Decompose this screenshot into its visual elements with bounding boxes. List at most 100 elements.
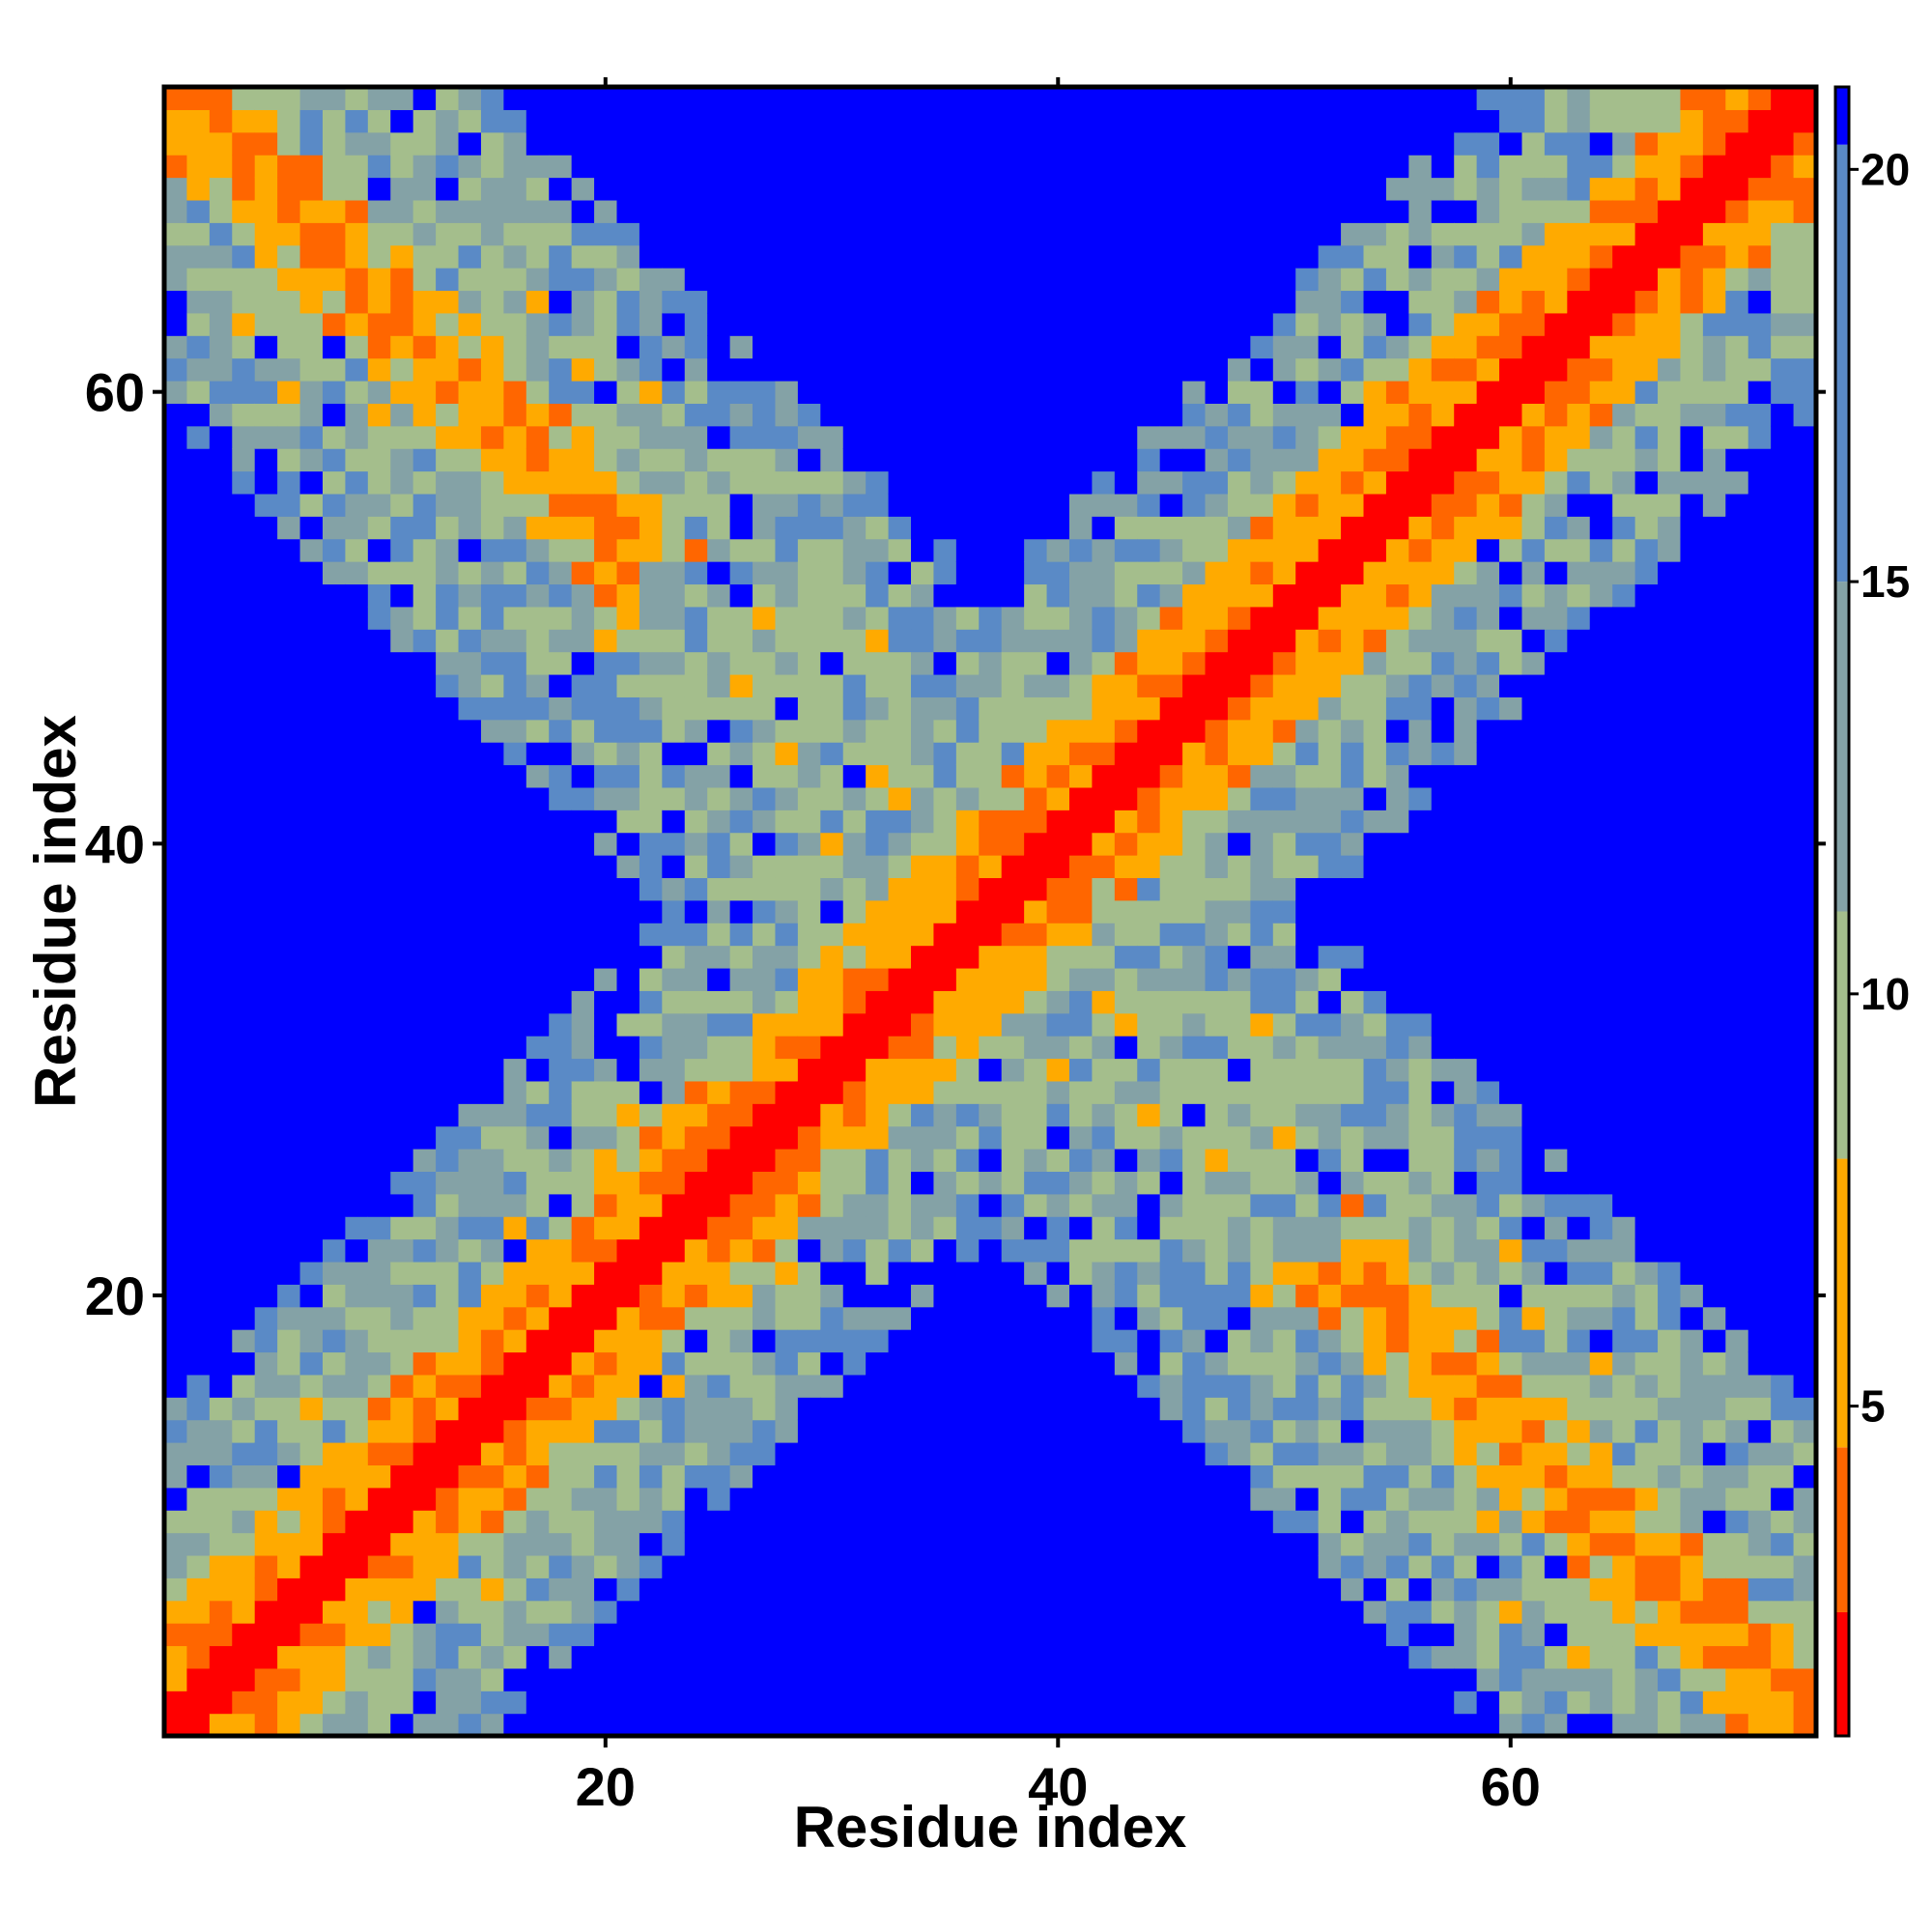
heatmap-cell xyxy=(1680,832,1704,856)
heatmap-cell xyxy=(707,1532,731,1556)
heatmap-cell xyxy=(277,1125,301,1150)
heatmap-cell xyxy=(345,923,369,947)
heatmap-cell xyxy=(1385,1464,1409,1489)
heatmap-cell xyxy=(164,696,188,721)
heatmap-cell xyxy=(888,1667,912,1691)
heatmap-cell xyxy=(729,1487,753,1511)
heatmap-cell xyxy=(1363,1554,1387,1578)
heatmap-cell xyxy=(684,425,708,449)
heatmap-cell xyxy=(1272,1510,1296,1534)
heatmap-cell xyxy=(775,1149,799,1173)
heatmap-cell xyxy=(1476,1600,1500,1624)
heatmap-cell xyxy=(842,87,867,110)
heatmap-cell xyxy=(820,651,844,675)
heatmap-cell xyxy=(684,268,708,292)
heatmap-cell xyxy=(707,764,731,788)
heatmap-cell xyxy=(1499,335,1523,359)
heatmap-cell xyxy=(164,290,188,314)
heatmap-cell xyxy=(458,222,482,246)
heatmap-cell xyxy=(571,899,595,923)
heatmap-cell xyxy=(1068,1554,1094,1578)
heatmap-cell xyxy=(367,1600,391,1624)
heatmap-cell xyxy=(209,1193,233,1217)
heatmap-cell xyxy=(1702,1238,1726,1263)
heatmap-cell xyxy=(436,1171,460,1195)
heatmap-cell xyxy=(503,606,527,630)
heatmap-cell xyxy=(842,155,867,179)
heatmap-cell xyxy=(729,538,753,562)
heatmap-cell xyxy=(1295,1713,1320,1737)
heatmap-cell xyxy=(753,990,777,1014)
heatmap-cell xyxy=(684,448,708,472)
heatmap-cell xyxy=(820,222,844,246)
heatmap-cell xyxy=(1227,1058,1251,1082)
heatmap-cell xyxy=(639,538,663,562)
heatmap-cell xyxy=(1024,1238,1048,1263)
heatmap-cell xyxy=(888,1713,912,1737)
heatmap-cell xyxy=(684,199,708,223)
heatmap-cell xyxy=(480,1238,504,1263)
heatmap-cell xyxy=(254,538,278,562)
heatmap-cell xyxy=(1680,899,1704,923)
heatmap-cell xyxy=(1182,1510,1207,1534)
heatmap-cell xyxy=(707,583,731,608)
heatmap-cell xyxy=(797,967,821,991)
heatmap-cell xyxy=(1092,1419,1116,1443)
heatmap-cell xyxy=(1024,1351,1048,1376)
heatmap-cell xyxy=(1114,109,1138,133)
heatmap-cell xyxy=(1024,177,1048,201)
heatmap-cell xyxy=(1024,403,1048,427)
heatmap-cell xyxy=(639,380,663,404)
heatmap-cell xyxy=(526,1125,550,1150)
heatmap-cell xyxy=(1341,1238,1365,1263)
heatmap-cell xyxy=(1182,1171,1207,1195)
heatmap-cell xyxy=(322,1510,346,1534)
heatmap-cell xyxy=(1046,516,1070,540)
heatmap-cell xyxy=(775,742,799,766)
heatmap-cell xyxy=(503,719,527,743)
heatmap-cell xyxy=(662,1216,686,1240)
heatmap-cell xyxy=(594,1577,618,1602)
heatmap-cell xyxy=(1001,606,1025,630)
heatmap-cell xyxy=(842,222,867,246)
heatmap-cell xyxy=(436,1080,460,1104)
heatmap-cell xyxy=(232,244,256,269)
heatmap-cell xyxy=(888,312,912,336)
heatmap-cell xyxy=(933,87,957,110)
heatmap-cell xyxy=(1567,923,1591,947)
heatmap-cell xyxy=(571,1600,595,1624)
heatmap-cell xyxy=(684,1374,708,1398)
heatmap-cell xyxy=(1068,696,1094,721)
heatmap-cell xyxy=(412,1125,437,1150)
heatmap-cell xyxy=(164,1125,188,1150)
heatmap-cell xyxy=(412,177,437,201)
heatmap-cell xyxy=(322,268,346,292)
heatmap-cell xyxy=(1272,764,1296,788)
heatmap-cell xyxy=(1454,1623,1478,1647)
heatmap-cell xyxy=(616,380,640,404)
heatmap-cell xyxy=(367,1667,391,1691)
heatmap-cell xyxy=(820,1623,844,1647)
heatmap-cell xyxy=(232,899,256,923)
heatmap-cell xyxy=(322,1058,346,1082)
heatmap-cell xyxy=(480,1645,504,1669)
heatmap-cell xyxy=(186,1623,211,1647)
heatmap-cell xyxy=(1521,403,1546,427)
heatmap-cell xyxy=(639,87,663,110)
heatmap-cell xyxy=(1567,1351,1591,1376)
heatmap-cell xyxy=(1521,899,1546,923)
heatmap-cell xyxy=(1272,832,1296,856)
heatmap-cell xyxy=(1589,335,1613,359)
heatmap-cell xyxy=(1272,290,1296,314)
heatmap-cell xyxy=(1024,335,1048,359)
heatmap-cell xyxy=(1680,493,1704,517)
heatmap-cell xyxy=(277,764,301,788)
heatmap-cell xyxy=(571,1012,595,1037)
heatmap-cell xyxy=(639,1554,663,1578)
heatmap-cell xyxy=(1272,1464,1296,1489)
heatmap-cell xyxy=(1272,583,1296,608)
heatmap-cell xyxy=(753,1510,777,1534)
heatmap-cell xyxy=(1499,1171,1523,1195)
heatmap-cell xyxy=(753,516,777,540)
heatmap-cell xyxy=(480,1261,504,1285)
